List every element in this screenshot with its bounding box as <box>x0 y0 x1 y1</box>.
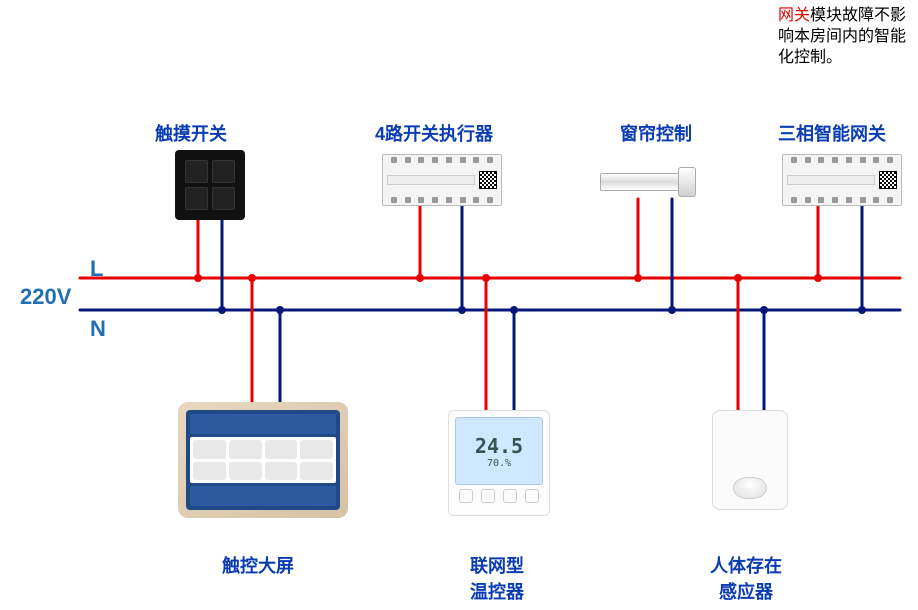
qr-icon <box>879 171 897 189</box>
l-label: L <box>90 256 103 282</box>
gateway-failure-note: 网关模块故障不影响本房间内的智能化控制。 <box>778 6 908 68</box>
device-touch-panel <box>178 402 348 518</box>
device-gateway <box>782 154 902 206</box>
thermostat-temp: 24.5 <box>475 434 523 458</box>
device-curtain <box>600 165 710 199</box>
device-relay-4ch <box>382 154 502 206</box>
label-thermostat-line2: 温控器 <box>470 582 524 602</box>
label-gateway: 三相智能网关 <box>778 120 886 146</box>
label-curtain: 窗帘控制 <box>620 120 692 146</box>
label-pir-line2: 感应器 <box>719 582 773 602</box>
n-label: N <box>90 316 106 342</box>
label-touch-panel: 触控大屏 <box>222 552 294 578</box>
touch-panel-screen <box>186 410 340 510</box>
device-pir <box>712 410 788 510</box>
voltage-label: 220V <box>20 284 71 310</box>
curtain-motor-body <box>678 167 696 197</box>
label-relay-4ch: 4路开关执行器 <box>375 120 493 146</box>
label-thermostat: 联网型 温控器 <box>470 552 524 604</box>
thermostat-hum: 70.% <box>487 458 511 469</box>
thermostat-lcd: 24.5 70.% <box>455 417 543 485</box>
device-thermostat: 24.5 70.% <box>448 410 550 516</box>
pir-lens-icon <box>733 477 767 499</box>
label-pir: 人体存在 感应器 <box>710 552 782 604</box>
label-pir-line1: 人体存在 <box>710 556 782 576</box>
wiring-svg <box>0 0 918 610</box>
label-thermostat-line1: 联网型 <box>470 556 524 576</box>
label-touch-switch: 触摸开关 <box>155 120 227 146</box>
device-touch-switch <box>175 150 245 220</box>
qr-icon <box>479 171 497 189</box>
curtain-tube <box>600 173 680 191</box>
